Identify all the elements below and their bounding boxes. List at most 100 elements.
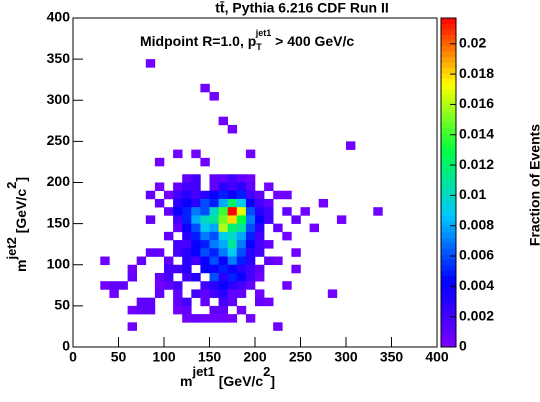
cell: [264, 297, 274, 307]
cell: [182, 207, 192, 216]
colorbar-band: [441, 336, 456, 343]
cell: [236, 215, 247, 224]
cell: [218, 272, 228, 282]
cell: [227, 198, 238, 208]
cell: [255, 240, 265, 249]
cell: [245, 248, 256, 257]
cell: [136, 305, 147, 315]
colorbar-band: [441, 34, 456, 41]
cell: [182, 240, 192, 249]
x-label-sup: jet1: [191, 364, 214, 379]
cell: [173, 281, 183, 290]
colorbar-band: [441, 237, 456, 244]
colorbar-band: [441, 78, 456, 85]
cell: [264, 215, 274, 224]
cell: [173, 305, 183, 315]
cell: [200, 231, 210, 241]
x-tick-label: 0: [69, 349, 77, 365]
colorbar-band: [441, 297, 456, 304]
cell: [200, 157, 210, 167]
x-tick-label: 100: [152, 349, 176, 365]
cell: [291, 264, 301, 274]
cell: [182, 272, 192, 282]
cell: [173, 297, 183, 307]
colorbar-tick-label: 0.006: [459, 247, 494, 263]
cell: [209, 289, 219, 298]
cell: [218, 198, 228, 208]
cell: [255, 248, 265, 257]
cell: [227, 124, 238, 134]
cell: [218, 248, 228, 257]
annotation-sub: T: [256, 42, 262, 52]
cell: [182, 182, 192, 192]
cell: [245, 223, 256, 233]
cell: [264, 182, 274, 192]
cell: [236, 248, 247, 257]
y-tick-label: 200: [47, 173, 71, 189]
x-tick-label: 150: [198, 349, 222, 365]
cell: [255, 231, 265, 241]
cell: [209, 248, 219, 257]
cell: [264, 198, 274, 208]
cell: [255, 297, 265, 307]
cell: [346, 141, 356, 150]
cell: [209, 272, 219, 282]
colorbar-band: [441, 292, 456, 299]
cell: [218, 174, 228, 183]
x-tick-label: 50: [111, 349, 127, 365]
cell: [227, 281, 238, 290]
cell: [154, 198, 165, 208]
cell: [191, 207, 201, 216]
cell: [191, 289, 201, 298]
cell: [236, 231, 247, 241]
cell: [245, 215, 256, 224]
cell: [218, 281, 228, 290]
cell: [127, 305, 137, 315]
colorbar-tick-label: 0.016: [459, 95, 494, 111]
colorbar-band: [441, 100, 456, 107]
colorbar-band: [441, 149, 456, 156]
cell: [191, 256, 201, 266]
cell: [218, 289, 228, 298]
colorbar-band: [441, 83, 456, 90]
cell: [209, 231, 219, 241]
cell: [255, 207, 265, 216]
cell: [191, 314, 201, 323]
cell: [245, 207, 256, 216]
colorbar-tick-label: 0.02: [459, 34, 486, 50]
cell: [318, 198, 329, 208]
y-label-part: ]: [13, 177, 29, 182]
cell: [209, 190, 219, 200]
cell: [255, 190, 265, 200]
cell: [227, 231, 238, 241]
colorbar-tick-label: 0.01: [459, 186, 486, 202]
colorbar-tick-label: 0.014: [459, 125, 494, 141]
cell: [145, 305, 156, 315]
cell: [164, 264, 174, 274]
cell: [173, 182, 183, 192]
cell: [200, 297, 210, 307]
cell: [209, 281, 219, 290]
cell: [218, 207, 228, 216]
cell: [245, 240, 256, 249]
cell: [191, 231, 201, 241]
cell: [191, 149, 201, 159]
cell: [200, 215, 210, 224]
cell: [191, 272, 201, 282]
cell: [209, 256, 219, 266]
x-label-sup: 2: [263, 364, 270, 379]
cell: [236, 174, 247, 183]
cell: [218, 190, 228, 200]
cell: [245, 281, 256, 290]
colorbar-band: [441, 319, 456, 326]
colorbar-band: [441, 182, 456, 189]
cell: [264, 207, 274, 216]
cell: [264, 240, 274, 249]
colorbar-band: [441, 89, 456, 96]
colorbar-band: [441, 242, 456, 249]
cell: [182, 264, 192, 274]
cell: [100, 281, 110, 290]
cells: [100, 59, 383, 331]
colorbar-band: [441, 330, 456, 337]
cell: [245, 198, 256, 208]
